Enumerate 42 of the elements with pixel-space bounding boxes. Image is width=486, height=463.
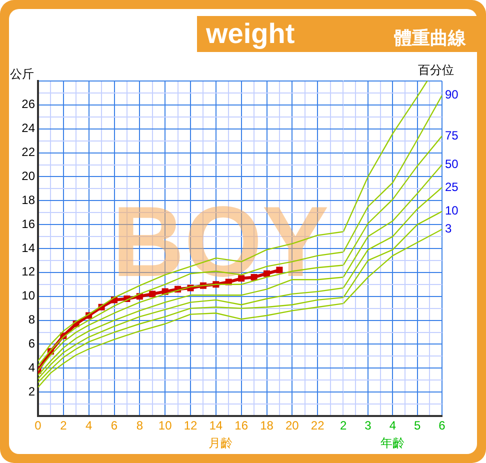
x-tick-label: 3 [364, 418, 372, 433]
series-label: 10 [444, 204, 458, 218]
x-tick-label: 6 [438, 418, 446, 433]
x-tick-label: 20 [285, 418, 300, 433]
x-tick-label: 4 [388, 418, 396, 433]
y-tick-label: 26 [22, 97, 36, 112]
x-tick-label: 6 [110, 418, 118, 433]
x-tick-label: 4 [85, 418, 92, 433]
x-tick-label: 16 [234, 418, 248, 433]
y-tick-label: 24 [22, 121, 36, 136]
chart-title: 體重曲線 [394, 27, 466, 50]
y-tick-label: 14 [22, 240, 36, 255]
y-tick-label: 16 [22, 216, 36, 231]
y-tick-label: 4 [28, 360, 36, 374]
x-tick-label: 2 [60, 418, 68, 433]
y-tick-label: 10 [22, 288, 36, 303]
y-tick-label: 22 [22, 145, 36, 160]
x-tick-label: 2 [340, 418, 347, 433]
series-label: 50 [444, 157, 458, 172]
series-label: 75 [444, 128, 458, 142]
text: 百分位 [418, 63, 454, 78]
y-tick-label: 20 [22, 169, 36, 184]
x-tick-label: 18 [260, 418, 274, 433]
chart-title: weight [206, 18, 295, 50]
series-label: 90 [444, 88, 458, 102]
x-tick-label: 8 [136, 418, 144, 433]
x-tick-label: 0 [34, 418, 42, 433]
y-tick-label: 2 [28, 384, 36, 398]
series-label: 3 [444, 222, 452, 236]
y-tick-label: 12 [22, 264, 36, 279]
x-tick-label: 14 [209, 418, 223, 433]
y-axis-title: 公斤 [10, 67, 34, 82]
y-tick-label: 8 [28, 312, 36, 327]
x-tick-label: 12 [184, 418, 198, 433]
y-tick-label: 6 [28, 336, 36, 351]
x-tick-label: 10 [158, 418, 172, 433]
x-axis-title: 年齡 [380, 436, 404, 450]
y-tick-label: 18 [22, 192, 36, 207]
x-axis-title: 月齡 [208, 436, 232, 450]
x-tick-label: 22 [310, 418, 325, 433]
series-label: 25 [444, 180, 458, 194]
x-tick-label: 5 [414, 418, 421, 433]
